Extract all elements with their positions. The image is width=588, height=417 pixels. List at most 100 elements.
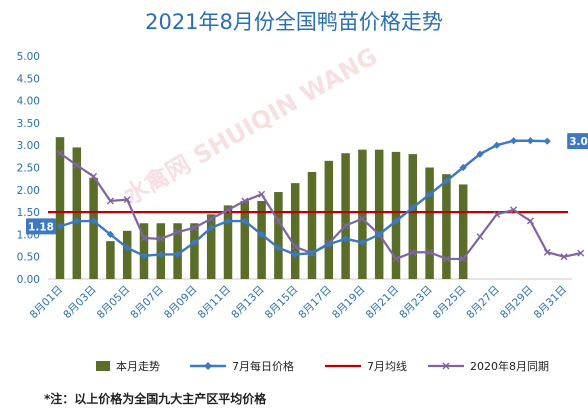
- marker-july: [291, 250, 299, 259]
- y-tick-label: 4.50: [17, 73, 40, 85]
- bar: [190, 223, 199, 279]
- marker-july: [375, 230, 383, 238]
- bar: [324, 160, 334, 279]
- marker-july: [140, 252, 148, 260]
- marker-2020: [459, 255, 467, 263]
- marker-2020: [291, 243, 299, 251]
- bar: [358, 149, 367, 279]
- marker-july: [106, 230, 114, 238]
- marker-2020: [190, 224, 198, 232]
- x-tick-label: 8月09日: [162, 284, 200, 322]
- marker-july: [342, 235, 350, 243]
- marker-2020: [358, 215, 366, 223]
- bar: [122, 230, 132, 279]
- marker-july: [526, 137, 534, 145]
- footnote: *注：以上价格为全国九大主产区平均价格: [44, 392, 267, 406]
- chart-title: 2021年8月份全国鸭苗价格走势: [145, 10, 443, 34]
- x-tick-label: 8月05日: [95, 284, 133, 322]
- marker-2020: [90, 172, 98, 180]
- legend-label-average: 7月均线: [367, 359, 407, 373]
- x-tick-label: 8月25日: [431, 284, 469, 322]
- marker-july: [90, 217, 98, 225]
- marker-2020: [174, 228, 182, 236]
- y-tick-label: 5.00: [17, 51, 40, 63]
- bar: [274, 192, 283, 279]
- bar: [89, 177, 98, 279]
- data-label-box: [26, 218, 56, 235]
- marker-2020: [274, 217, 282, 225]
- marker-2020: [560, 253, 568, 261]
- marker-2020: [207, 215, 215, 223]
- marker-2020: [493, 210, 501, 218]
- y-tick-label: 2.50: [17, 163, 40, 175]
- marker-july: [392, 217, 400, 225]
- bar: [391, 151, 401, 279]
- bar: [206, 214, 216, 279]
- marker-2020: [123, 196, 131, 204]
- marker-july: [241, 217, 249, 225]
- x-tick-label: 8月17日: [296, 284, 334, 322]
- marker-july: [442, 177, 450, 185]
- bar: [257, 200, 266, 279]
- series-line-july: [59, 139, 548, 258]
- marker-2020: [73, 161, 81, 169]
- marker-july: [543, 137, 551, 145]
- marker-2020: [426, 248, 434, 256]
- marker-july: [157, 250, 165, 259]
- x-tick-label: 8月01日: [28, 284, 66, 322]
- bar: [72, 147, 82, 279]
- x-tick-label: 8月15日: [263, 284, 301, 322]
- x-tick-label: 8月23日: [397, 284, 435, 322]
- data-label-box: [567, 133, 588, 150]
- bar: [307, 171, 317, 279]
- x-tick-label: 8月11日: [196, 284, 234, 322]
- bar: [240, 200, 250, 279]
- bar: [223, 205, 233, 279]
- marker-2020: [258, 190, 266, 198]
- marker-july: [224, 217, 232, 225]
- marker-2020: [241, 197, 249, 205]
- marker-july: [274, 244, 282, 252]
- marker-july: [73, 217, 81, 225]
- marker-july: [308, 249, 316, 257]
- bar: [290, 183, 300, 279]
- y-tick-label: 3.00: [17, 140, 40, 152]
- marker-2020: [577, 249, 585, 257]
- x-tick-label: 8月13日: [229, 284, 267, 322]
- marker-july: [476, 150, 484, 158]
- x-tick-label: 8月29日: [498, 284, 536, 322]
- legend-label-bars: 本月走势: [116, 359, 160, 373]
- y-tick-label: 2.00: [17, 185, 40, 197]
- bar: [55, 137, 65, 279]
- marker-2020: [342, 221, 350, 229]
- bar: [106, 241, 115, 279]
- bar: [341, 153, 350, 279]
- y-tick-label: 0.50: [17, 252, 40, 264]
- x-tick-label: 8月31日: [532, 284, 570, 322]
- y-tick-label: 4.00: [17, 96, 40, 108]
- legend-marker-2020: [442, 362, 450, 370]
- bar: [458, 184, 468, 279]
- marker-2020: [106, 197, 114, 205]
- marker-july: [358, 238, 366, 247]
- x-tick-label: 8月19日: [330, 284, 368, 322]
- marker-july: [207, 224, 215, 232]
- marker-2020: [392, 255, 400, 263]
- marker-july: [409, 204, 417, 212]
- legend-swatch-bars: [96, 361, 110, 371]
- y-tick-label: 3.50: [17, 118, 40, 130]
- marker-july: [56, 222, 64, 230]
- marker-2020: [510, 206, 518, 214]
- bar: [442, 174, 451, 279]
- marker-july: [426, 190, 434, 198]
- bar: [139, 223, 149, 279]
- marker-july: [190, 238, 198, 247]
- data-label: 1.18: [28, 221, 54, 233]
- bar: [408, 154, 418, 279]
- x-tick-label: 8月27日: [464, 284, 502, 322]
- y-tick-label: 1.50: [17, 207, 40, 219]
- marker-2020: [140, 234, 148, 242]
- marker-2020: [409, 248, 417, 256]
- marker-2020: [224, 206, 232, 214]
